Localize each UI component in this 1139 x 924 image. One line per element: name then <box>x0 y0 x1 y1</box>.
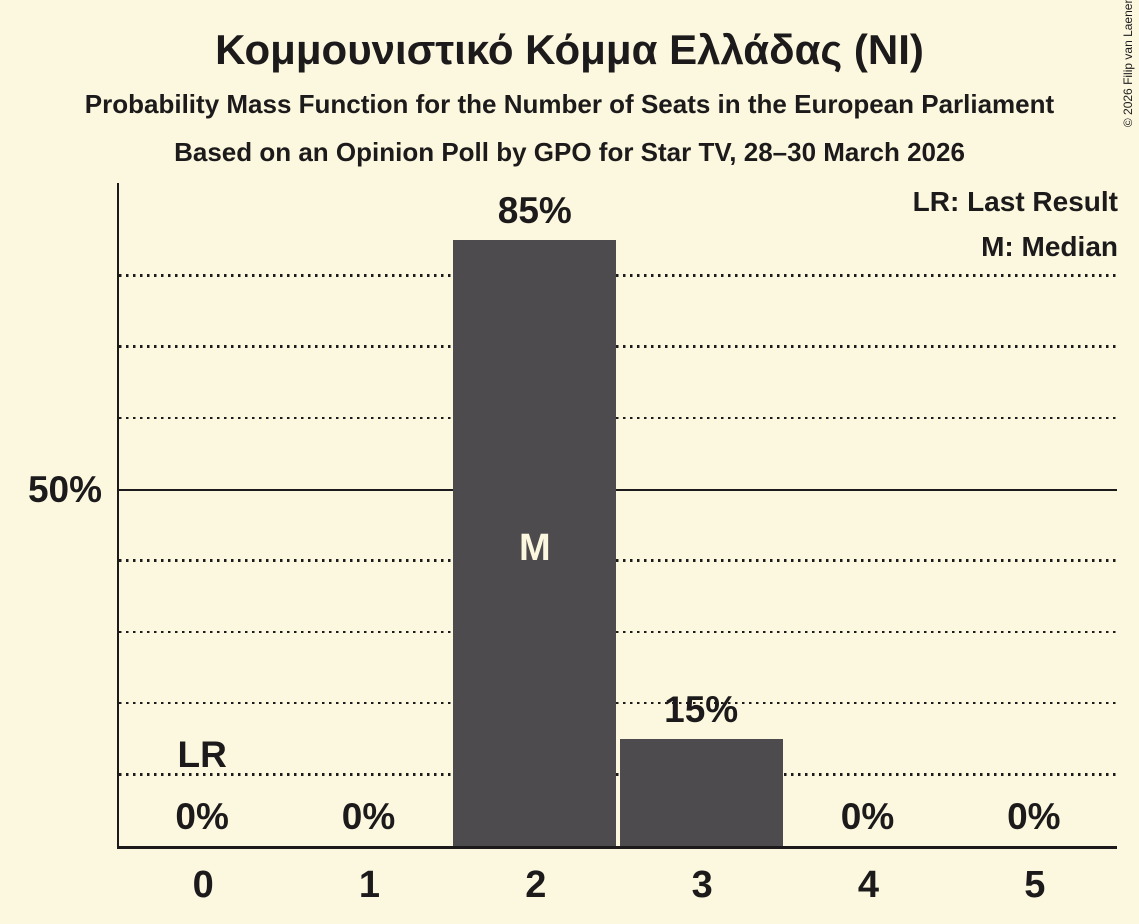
value-label-2: 85% <box>497 190 572 232</box>
bar-seats-2 <box>453 240 617 846</box>
gridline-dotted-60pct <box>119 416 1117 420</box>
bar-column-4: 0% <box>784 183 950 846</box>
chart-subtitle-line1: Probability Mass Function for the Number… <box>84 89 1055 119</box>
value-label-4: 0% <box>840 796 895 837</box>
x-tick-label-3: 3 <box>691 864 713 906</box>
last-result-marker: LR <box>177 734 227 775</box>
gridline-solid-50pct <box>119 488 1117 491</box>
x-tick-label-5: 5 <box>1024 864 1046 906</box>
chart-subtitle-line2: Based on an Opinion Poll by GPO for Star… <box>174 137 965 167</box>
value-label-5: 0% <box>1007 796 1061 837</box>
bar-column-3: 15% <box>618 183 784 846</box>
x-tick-label-4: 4 <box>857 864 880 906</box>
x-tick-label-0: 0 <box>192 864 214 906</box>
bar-column-2: 85% M <box>452 183 618 846</box>
x-tick-label-1: 1 <box>358 864 381 906</box>
x-tick-label-2: 2 <box>525 864 547 906</box>
bar-column-1: 0% <box>285 183 451 846</box>
y-axis-50pct-label: 50% <box>27 469 102 510</box>
x-axis-tick-labels: 0 1 2 3 4 5 <box>120 862 1118 908</box>
gridline-dotted-40pct <box>119 559 1117 562</box>
gridline-dotted-70pct <box>119 345 1117 348</box>
gridline-dotted-80pct <box>119 274 1117 277</box>
gridline-dotted-30pct <box>119 630 1117 634</box>
value-label-0: 0% <box>175 796 229 837</box>
bar-column-0: 0% LR <box>119 183 285 846</box>
bar-column-5: 0% <box>951 183 1117 846</box>
gridline-dotted-10pct <box>119 773 1117 776</box>
legend-last-result: LR: Last Result <box>912 186 1118 217</box>
median-marker: M <box>518 527 551 570</box>
legend-median: M: Median <box>981 231 1118 262</box>
value-label-3: 15% <box>664 689 739 731</box>
value-label-1: 0% <box>341 796 396 837</box>
bar-seats-3 <box>619 739 783 846</box>
copyright-notice: © 2026 Filip van Laenen <box>1121 0 1135 128</box>
chart-title: Κομμουνιστικό Κόμμα Ελλάδας (NI) <box>215 26 924 73</box>
gridline-dotted-20pct <box>119 701 1117 705</box>
plot-area: 0% LR 0% 85% M 15% 0% 0% <box>117 183 1117 849</box>
